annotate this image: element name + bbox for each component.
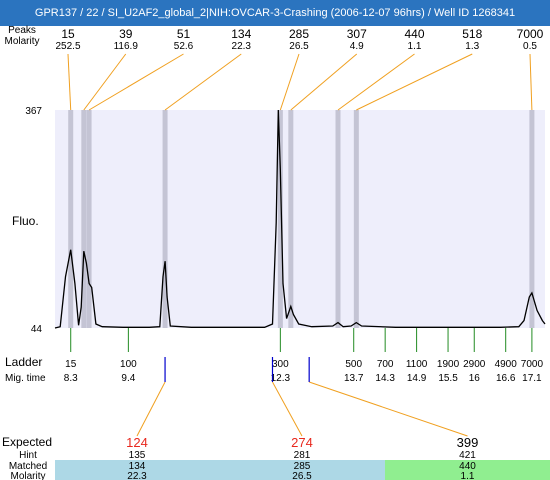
matched-value: 440 [459,461,476,472]
ladder-size-label: 2900 [463,359,486,370]
peak-connector [279,53,300,111]
molarity-row-label: Molarity [4,36,39,47]
peak-size-label: 134 [231,27,251,41]
ytick-max: 367 [25,106,42,117]
hint-value: 281 [294,450,311,461]
peak-molarity-label: 1.1 [408,41,422,52]
matched-molarity-value: 1.1 [461,471,475,480]
ladder-time-label: 14.3 [375,373,395,384]
peak-molarity-label: 252.5 [55,41,80,52]
peak-size-label: 7000 [517,27,544,41]
molarity-table-row-label: Molarity [10,471,45,480]
peak-band [288,110,294,328]
peak-band [68,110,74,328]
ladder-size-label: 100 [120,359,137,370]
peak-band [277,110,283,328]
expected-row-label: Expected [2,435,52,449]
peak-connector [356,53,473,111]
peak-connector [83,53,127,111]
matched-molarity-value: 26.5 [292,471,312,480]
ladder-size-label: 15 [65,359,77,370]
ladder-size-label: 500 [345,359,362,370]
ladder-size-label: 300 [272,359,289,370]
matched-cell-bg [219,460,385,480]
peak-size-label: 518 [462,27,482,41]
peak-band [529,110,535,328]
ladder-size-label: 1900 [437,359,460,370]
peak-connector [529,53,533,111]
ladder-time-label: 13.7 [344,373,364,384]
expected-connector [136,381,166,437]
peak-molarity-label: 1.3 [465,41,479,52]
ladder-time-label: 9.4 [121,373,135,384]
fluorescence-trace [54,109,546,329]
ladder-size-label: 7000 [521,359,544,370]
matched-molarity-value: 22.3 [127,471,147,480]
peak-connector [290,53,358,111]
peak-size-label: 440 [404,27,424,41]
plot-area [55,110,545,328]
expected-connector [309,381,468,437]
peak-connector [337,53,415,111]
window-title: GPR137 / 22 / SI_U2AF2_global_2|NIH:OVCA… [0,0,550,26]
matched-cell-bg [55,460,219,480]
expected-value: 274 [291,435,313,450]
expected-connector [272,381,303,437]
peak-molarity-label: 22.3 [232,41,252,52]
peak-size-label: 307 [347,27,367,41]
ladder-label: Ladder [5,355,42,369]
peak-band [86,110,92,328]
hint-row-label: Hint [19,450,37,461]
matched-row-label: Matched [9,461,47,472]
peaks-row-label: Peaks [8,25,36,36]
ladder-size-label: 4900 [495,359,518,370]
matched-cell-bg [385,460,550,480]
ladder-size-label: 700 [377,359,394,370]
peak-molarity-label: 52.6 [174,41,194,52]
peak-band [353,110,359,328]
peak-connector [67,53,72,111]
ladder-time-label: 15.5 [438,373,458,384]
ytick-min: 44 [31,324,43,335]
peak-size-label: 51 [177,27,191,41]
expected-value: 124 [126,435,148,450]
ladder-time-label: 17.1 [522,373,542,384]
expected-value: 399 [457,435,479,450]
y-axis-label: Fluo. [12,214,39,228]
peak-size-label: 15 [61,27,75,41]
ladder-time-label: 16 [469,373,481,384]
peak-connector [88,53,184,111]
peak-molarity-label: 0.5 [523,41,537,52]
ladder-size-label: 1100 [406,359,428,370]
mig-time-label: Mig. time [5,373,46,384]
peak-size-label: 39 [119,27,133,41]
ladder-time-label: 16.6 [496,373,516,384]
hint-value: 135 [129,450,146,461]
peak-band [335,110,341,328]
peak-molarity-label: 116.9 [114,41,139,52]
peak-band [162,110,168,328]
peak-molarity-label: 4.9 [350,41,364,52]
ladder-time-label: 8.3 [64,373,78,384]
matched-value: 285 [294,461,311,472]
peak-molarity-label: 26.5 [289,41,309,52]
ladder-time-label: 12.3 [271,373,291,384]
peak-size-label: 285 [289,27,309,41]
hint-value: 421 [459,450,476,461]
ladder-time-label: 14.9 [407,373,427,384]
peak-connector [164,53,242,111]
matched-value: 134 [129,461,146,472]
peak-band [81,110,87,328]
